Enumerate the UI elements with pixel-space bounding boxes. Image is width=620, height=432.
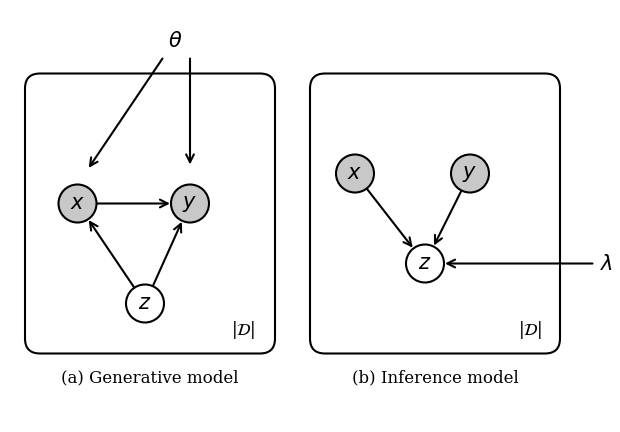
Circle shape xyxy=(126,285,164,323)
Text: $x$: $x$ xyxy=(70,194,85,213)
Circle shape xyxy=(451,155,489,193)
Circle shape xyxy=(171,184,209,222)
Text: $|\mathcal{D}|$: $|\mathcal{D}|$ xyxy=(231,319,255,341)
Circle shape xyxy=(336,155,374,193)
Circle shape xyxy=(58,184,97,222)
Text: $\theta$: $\theta$ xyxy=(168,31,182,51)
Text: (b) Inference model: (b) Inference model xyxy=(352,369,518,386)
Text: $\lambda$: $\lambda$ xyxy=(600,254,613,273)
Circle shape xyxy=(406,245,444,283)
Text: $z$: $z$ xyxy=(418,254,432,273)
Text: $x$: $x$ xyxy=(347,164,363,183)
Text: $y$: $y$ xyxy=(463,163,477,184)
Text: $y$: $y$ xyxy=(182,194,198,213)
Text: $z$: $z$ xyxy=(138,294,152,313)
Text: $|\mathcal{D}|$: $|\mathcal{D}|$ xyxy=(518,319,542,341)
Text: (a) Generative model: (a) Generative model xyxy=(61,369,239,386)
